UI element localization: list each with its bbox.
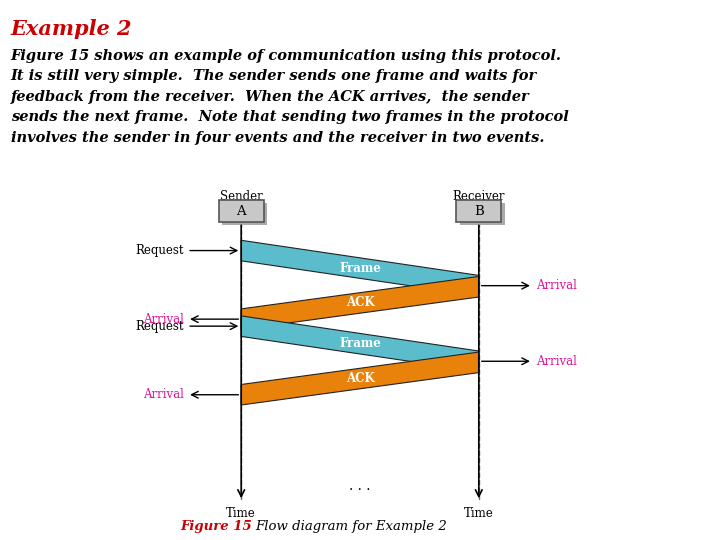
Text: Flow diagram for Example 2: Flow diagram for Example 2: [256, 520, 447, 533]
Polygon shape: [241, 352, 479, 405]
Text: Time: Time: [226, 507, 256, 519]
Text: Time: Time: [464, 507, 494, 519]
Text: B: B: [474, 205, 484, 218]
Text: . . .: . . .: [349, 479, 371, 493]
Text: Sender: Sender: [220, 190, 263, 202]
Text: Arrival: Arrival: [143, 388, 184, 401]
Text: ACK: ACK: [346, 296, 374, 309]
Text: ACK: ACK: [346, 372, 374, 385]
Text: Frame: Frame: [339, 261, 381, 275]
FancyBboxPatch shape: [460, 202, 505, 225]
Text: involves the sender in four events and the receiver in two events.: involves the sender in four events and t…: [11, 131, 544, 145]
Text: Example 2: Example 2: [11, 19, 132, 39]
Text: Arrival: Arrival: [143, 313, 184, 326]
Text: Arrival: Arrival: [536, 355, 577, 368]
Polygon shape: [241, 276, 479, 329]
Text: Figure 15 shows an example of communication using this protocol.: Figure 15 shows an example of communicat…: [11, 49, 562, 63]
Text: Receiver: Receiver: [453, 190, 505, 202]
FancyBboxPatch shape: [222, 202, 267, 225]
Polygon shape: [241, 316, 479, 372]
Text: Request: Request: [135, 244, 184, 257]
Text: sends the next frame.  Note that sending two frames in the protocol: sends the next frame. Note that sending …: [11, 110, 569, 124]
Text: Request: Request: [135, 320, 184, 333]
Text: It is still very simple.  The sender sends one frame and waits for: It is still very simple. The sender send…: [11, 69, 537, 83]
Text: Arrival: Arrival: [536, 279, 577, 292]
Text: feedback from the receiver.  When the ACK arrives,  the sender: feedback from the receiver. When the ACK…: [11, 90, 529, 104]
FancyBboxPatch shape: [219, 200, 264, 222]
Text: Figure 15: Figure 15: [180, 520, 252, 533]
Text: A: A: [236, 205, 246, 218]
Text: Frame: Frame: [339, 337, 381, 350]
FancyBboxPatch shape: [456, 200, 501, 222]
Polygon shape: [241, 240, 479, 296]
